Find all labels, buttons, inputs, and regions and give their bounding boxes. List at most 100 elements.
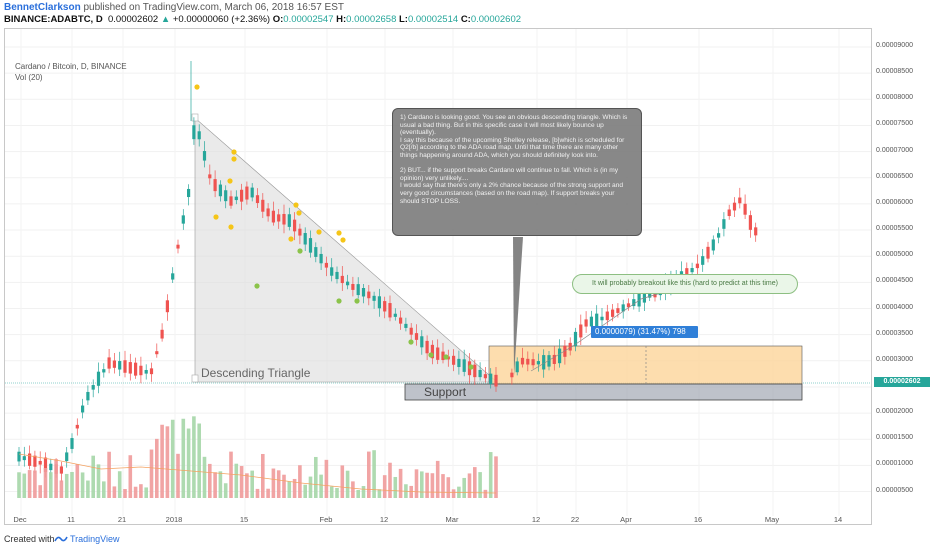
last-price: 0.00002602 (107, 14, 159, 25)
target-zone-box (488, 345, 803, 385)
volume-bar (488, 452, 493, 498)
candle-body (621, 304, 625, 312)
candle-body (271, 210, 275, 223)
candle-body (33, 455, 37, 467)
signal-dot-yellow (228, 224, 234, 230)
candle-body (118, 361, 122, 370)
candle-body (409, 327, 413, 335)
candle-body (277, 214, 281, 222)
volume-bar (43, 467, 48, 498)
volume-bar (128, 455, 133, 498)
current-price-badge: 0.00002602 (874, 377, 930, 387)
candle-body (600, 316, 604, 321)
publish-line: BennetClarkson published on TradingView.… (4, 2, 344, 13)
candle-body (441, 351, 445, 361)
volume-bar (340, 465, 345, 498)
signal-dot-yellow (231, 156, 237, 162)
tradingview-brand[interactable]: TradingView (70, 534, 120, 544)
note-pointer (513, 237, 523, 376)
price-tick-label: 0.00001500 (876, 434, 913, 442)
volume-bar (425, 472, 429, 498)
volume-bar (17, 472, 21, 498)
candle-body (96, 371, 101, 386)
time-axis[interactable]: Dec 11 21 2018 15 Feb 12 Mar 12 22 Apr 16 May 14 (4, 515, 872, 527)
volume-bar (266, 488, 270, 498)
time-tick-label: 12 (379, 515, 389, 524)
close-value: 0.00002602 (470, 14, 522, 25)
breakout-callout[interactable]: It will probably breakout like this (har… (572, 274, 798, 294)
price-tick-label: 0.00002000 (876, 408, 913, 416)
candle-body (49, 463, 53, 471)
volume-bar (149, 449, 154, 498)
price-tick-label: 0.00005000 (876, 251, 913, 259)
candle-body (282, 213, 286, 225)
volume-bar (186, 428, 191, 498)
price-range-measure[interactable]: 0.0000079) (31.47%) 798 (591, 326, 698, 338)
volume-bar (170, 419, 175, 498)
created-with-text: Created with (4, 534, 55, 544)
time-tick-label: 12 (531, 515, 541, 524)
candle-body (75, 424, 79, 429)
candle-body (38, 460, 42, 465)
price-tick-label: 0.00008500 (876, 68, 913, 76)
candle-body (202, 151, 207, 161)
candle-body (377, 296, 381, 309)
volume-bar (223, 483, 228, 498)
candle-body (732, 202, 737, 211)
price-tick-label: 0.00006000 (876, 198, 913, 206)
candle-body (293, 219, 297, 232)
volume-bar (165, 426, 170, 498)
triangle-handle (191, 113, 199, 122)
candle-body (383, 301, 387, 312)
candle-body (266, 208, 270, 217)
candle-body (240, 189, 244, 202)
candle-body (536, 361, 540, 365)
candle-body (123, 360, 127, 373)
volume-bar (367, 451, 371, 498)
candle-body (547, 355, 551, 367)
candle-body (743, 203, 747, 215)
candle-body (224, 190, 228, 202)
volume-bar (377, 489, 382, 498)
signal-dot-yellow (296, 210, 302, 216)
signal-dot-green (443, 354, 449, 360)
time-tick-label: 15 (239, 515, 249, 524)
price-chart-canvas[interactable] (5, 29, 872, 525)
candle-body (255, 195, 260, 204)
footer: Created with TradingView (0, 530, 932, 550)
signal-dot-green (297, 248, 303, 254)
candle-body (425, 340, 429, 354)
signal-dot-green (254, 283, 260, 289)
volume-bar (234, 463, 239, 498)
candle-body (86, 391, 90, 401)
signal-dot-green (336, 298, 342, 304)
volume-bar (382, 475, 387, 498)
analysis-note[interactable]: 1) Cardano is looking good. You see an o… (392, 108, 642, 236)
candle-body (361, 287, 366, 297)
author-link[interactable]: BennetClarkson (4, 2, 81, 13)
open-value: 0.00002547 (283, 14, 334, 25)
candle-body (165, 300, 169, 313)
candle-body (611, 309, 615, 317)
candle-body (91, 385, 95, 390)
change-up-icon: ▲ (160, 14, 171, 25)
candle-body (510, 372, 514, 378)
signal-dot-yellow (340, 237, 346, 243)
volume-bar (22, 473, 27, 498)
volume-ma-line (18, 453, 497, 494)
candle-body (319, 253, 323, 264)
volume-bar (64, 473, 69, 498)
signal-dot-yellow (231, 149, 237, 155)
price-axis[interactable]: 0.00009000 0.00008500 0.00008000 0.00007500… (872, 28, 932, 525)
volume-bar (329, 486, 334, 498)
candle-body (298, 228, 302, 236)
volume-bar (86, 480, 90, 498)
candle-body (213, 179, 217, 192)
volume-bar (314, 456, 318, 498)
time-tick-label: Dec (13, 515, 27, 524)
volume-bar (462, 477, 466, 498)
candle-body (584, 319, 588, 327)
volume-bar (229, 451, 233, 498)
price-tick-label: 0.00001000 (876, 460, 913, 468)
volume-bar (478, 472, 482, 498)
